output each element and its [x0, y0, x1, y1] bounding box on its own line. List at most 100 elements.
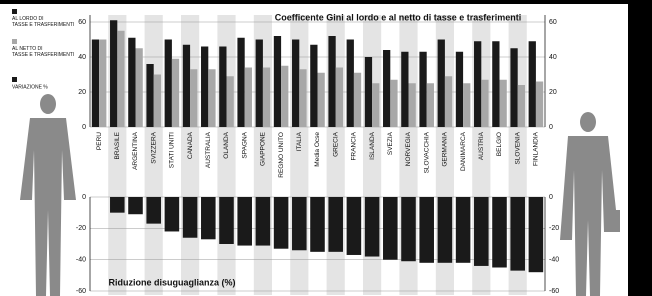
bar — [336, 68, 343, 128]
legend-line: TASSE E TRASFERIMENTI — [12, 52, 74, 58]
bar — [201, 197, 216, 239]
bar — [438, 197, 453, 263]
bar — [347, 197, 362, 255]
y-tick-label: 0 — [82, 124, 86, 131]
bar — [427, 83, 434, 127]
bar — [492, 197, 507, 268]
bar — [190, 69, 197, 127]
x-tick-label: SPAGNA — [241, 131, 248, 158]
bar — [474, 197, 489, 266]
bar — [456, 197, 471, 263]
bar — [256, 197, 271, 246]
bar — [201, 47, 208, 128]
legend-swatch — [12, 9, 17, 14]
x-tick-label: SLOVACCHIA — [423, 131, 430, 173]
x-tick-label: CANADA — [187, 131, 194, 159]
bar — [136, 48, 143, 127]
bar — [165, 197, 180, 231]
x-tick-label: REGNO UNITO — [278, 132, 285, 178]
x-tick-label: ARGENTINA — [132, 131, 139, 170]
bar — [383, 197, 398, 260]
bar — [481, 80, 488, 127]
bar — [310, 197, 325, 252]
bar — [500, 80, 507, 127]
x-tick-label: OLANDA — [223, 131, 230, 158]
bar — [219, 47, 226, 128]
bar — [172, 59, 179, 127]
bar — [117, 31, 124, 127]
bar — [536, 82, 543, 128]
y-tick-label: -60 — [549, 288, 559, 295]
chart-title: Riduzione disuguaglianza (%) — [108, 277, 235, 287]
bar — [292, 197, 307, 250]
chart-title: Coefficente Gini al lordo e al netto di … — [275, 12, 522, 22]
bar — [245, 68, 252, 128]
y-tick-label: -40 — [549, 257, 559, 264]
bar — [208, 69, 215, 127]
x-tick-label: FINLANDIA — [533, 131, 540, 166]
x-tick-label: GIAPPONE — [260, 131, 267, 166]
x-tick-label: Media Ocse — [314, 132, 321, 167]
bar — [292, 40, 299, 128]
x-tick-label: GRECIA — [332, 131, 339, 157]
x-tick-label: SLOVENIA — [514, 131, 521, 164]
x-tick-label: SVIZZERA — [150, 131, 157, 163]
bar — [438, 40, 445, 128]
bar — [518, 85, 525, 127]
x-tick-label: ISLANDA — [369, 131, 376, 159]
bar — [110, 197, 125, 213]
x-tick-label: AUSTRALIA — [205, 131, 212, 168]
y-tick-label: -20 — [549, 225, 559, 232]
bar — [328, 36, 335, 127]
bar — [365, 197, 380, 257]
y-tick-label: 20 — [549, 89, 557, 96]
chart: Coefficente Gini al lordo e al netto di … — [0, 0, 652, 296]
bar — [347, 40, 354, 128]
bar — [183, 197, 198, 238]
y-tick-label: 60 — [549, 19, 557, 26]
x-tick-label: DANIMARCA — [460, 131, 467, 171]
page: Coefficente Gini al lordo e al netto di … — [0, 0, 652, 296]
bar — [146, 197, 161, 224]
bar — [390, 80, 397, 127]
y-tick-label: 60 — [78, 19, 86, 26]
bar — [463, 83, 470, 127]
bar — [318, 73, 325, 127]
y-tick-label: 40 — [549, 54, 557, 61]
bar — [354, 73, 361, 127]
bar — [92, 40, 99, 128]
x-tick-label: FRANCIA — [351, 131, 358, 160]
bar — [419, 197, 434, 263]
bar — [274, 197, 289, 249]
y-tick-label: 20 — [78, 89, 86, 96]
x-tick-label: SVEZIA — [387, 131, 394, 155]
bar — [328, 197, 343, 252]
bar — [383, 50, 390, 127]
x-tick-label: PERU — [96, 132, 103, 150]
y-tick-label: 0 — [82, 194, 86, 201]
bar — [474, 41, 481, 127]
bar — [372, 83, 379, 127]
bar — [529, 197, 544, 272]
y-tick-label: -20 — [76, 225, 86, 232]
x-tick-label: NORVEGIA — [405, 131, 412, 166]
bar — [237, 197, 252, 246]
bar — [409, 83, 416, 127]
y-tick-label: 40 — [78, 54, 86, 61]
bar — [529, 41, 536, 127]
bar — [445, 76, 452, 127]
bar — [146, 64, 153, 127]
x-tick-label: BELGIO — [496, 132, 503, 156]
bar — [365, 57, 372, 127]
x-tick-label: GERMANIA — [442, 131, 449, 166]
bar — [110, 20, 117, 127]
legend-swatch — [12, 39, 17, 44]
bar — [401, 197, 416, 261]
bar — [401, 52, 408, 127]
legend-swatch — [12, 77, 17, 82]
bar — [274, 36, 281, 127]
border — [0, 0, 628, 4]
x-tick-label: ITALIA — [296, 131, 303, 151]
border — [628, 0, 652, 296]
bar — [183, 45, 190, 127]
